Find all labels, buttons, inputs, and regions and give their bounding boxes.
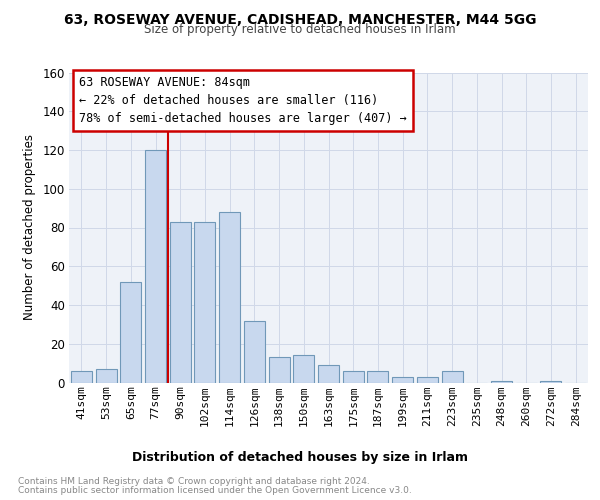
Bar [541,380,562,382]
Text: Contains public sector information licensed under the Open Government Licence v3: Contains public sector information licen… [18,486,412,495]
Bar [293,356,314,382]
Bar [491,380,512,382]
Bar [194,222,215,382]
Bar [269,358,290,382]
Bar [71,371,92,382]
Bar [170,222,191,382]
Bar [442,371,463,382]
Bar [145,150,166,382]
Bar [392,376,413,382]
Bar [120,282,141,382]
Text: Contains HM Land Registry data © Crown copyright and database right 2024.: Contains HM Land Registry data © Crown c… [18,478,370,486]
Text: 63 ROSEWAY AVENUE: 84sqm
← 22% of detached houses are smaller (116)
78% of semi-: 63 ROSEWAY AVENUE: 84sqm ← 22% of detach… [79,76,407,124]
Text: Distribution of detached houses by size in Irlam: Distribution of detached houses by size … [132,451,468,464]
Text: 63, ROSEWAY AVENUE, CADISHEAD, MANCHESTER, M44 5GG: 63, ROSEWAY AVENUE, CADISHEAD, MANCHESTE… [64,12,536,26]
Bar [318,365,339,382]
Bar [244,320,265,382]
Text: Size of property relative to detached houses in Irlam: Size of property relative to detached ho… [144,22,456,36]
Bar [343,371,364,382]
Bar [417,376,438,382]
Bar [219,212,240,382]
Y-axis label: Number of detached properties: Number of detached properties [23,134,35,320]
Bar [95,369,116,382]
Bar [367,371,388,382]
